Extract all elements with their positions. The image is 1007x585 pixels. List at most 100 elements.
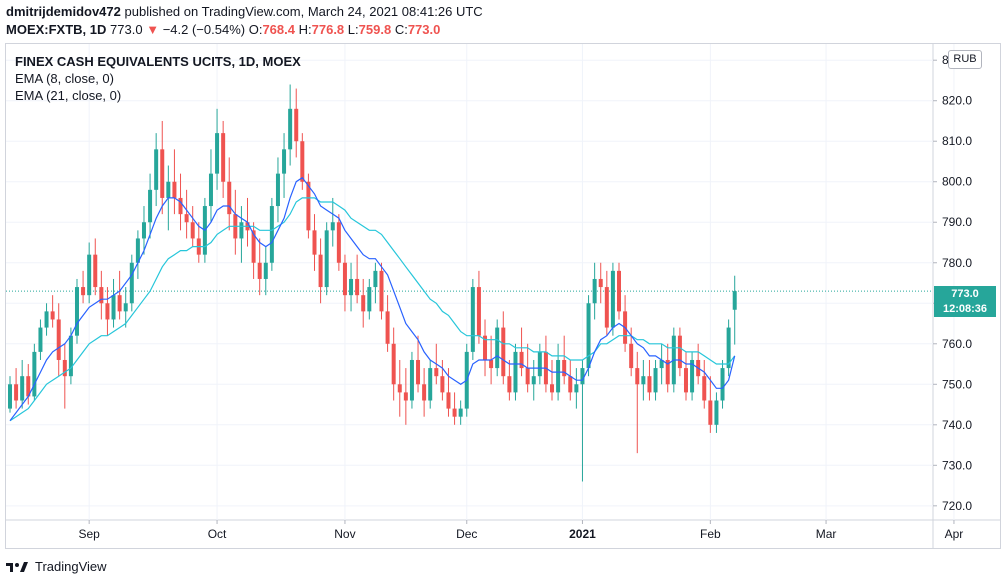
candle-body [172, 181, 177, 198]
candle-body [385, 311, 390, 344]
footer-brand[interactable]: TradingView [6, 559, 107, 574]
low-label: L: [347, 22, 359, 37]
candle-body [580, 368, 585, 385]
candle-body [105, 303, 110, 320]
candle-body [416, 359, 421, 385]
candle-body [373, 270, 378, 288]
candle-body [99, 287, 104, 304]
candle-body [586, 303, 591, 369]
ema-slow-line [9, 197, 736, 422]
candle-body [550, 384, 555, 393]
candle-body [312, 230, 317, 255]
candle-body [324, 230, 329, 288]
candle-body [629, 343, 634, 369]
candle-body [44, 311, 49, 328]
candle-body [519, 351, 524, 369]
candle-body [489, 359, 494, 369]
candle-body [525, 368, 530, 385]
candle-body [26, 376, 31, 397]
candle-body [160, 149, 165, 198]
brand-name: TradingView [35, 559, 107, 574]
candle-body [714, 400, 719, 425]
candle-body [208, 173, 213, 207]
candle-body [154, 149, 159, 190]
symbol-label: MOEX:FXTB, 1D [6, 22, 107, 37]
candle-body [391, 343, 396, 385]
candle-body [476, 287, 481, 336]
candle-body [184, 214, 189, 223]
candle-body [702, 376, 707, 401]
last-price: 773.0 [110, 22, 143, 37]
candle-body [269, 206, 274, 263]
price-tick-label: 720.0 [942, 499, 972, 513]
candle-body [708, 400, 713, 425]
price-tick-label: 750.0 [942, 377, 972, 391]
ohlc-line: MOEX:FXTB, 1D 773.0 ▼ −4.2 (−0.54%) O:76… [6, 22, 440, 37]
candle-body [367, 287, 372, 312]
candle-body [93, 254, 98, 288]
legend-ema-slow[interactable]: EMA (21, close, 0) [15, 88, 122, 103]
candle-body [574, 384, 579, 393]
candle-body [275, 173, 280, 207]
low-value: 759.8 [358, 22, 392, 37]
candle-body [50, 311, 55, 320]
candle-body [8, 384, 12, 409]
candle-body [440, 376, 445, 393]
candle-body [190, 222, 195, 239]
candle-body [665, 359, 670, 385]
candle-body [215, 133, 220, 174]
time-tick-label: Mar [816, 527, 837, 541]
candle-body [141, 222, 146, 239]
candle-body [288, 108, 293, 150]
candle-body [74, 287, 79, 336]
candle-body [349, 278, 354, 296]
candle-body [732, 291, 737, 310]
ema-fast-line [9, 176, 736, 422]
chart-frame[interactable] [5, 43, 1001, 549]
price-tick-label: 760.0 [942, 337, 972, 351]
candle-body [537, 351, 542, 377]
candle-body [598, 278, 603, 288]
candle-body [635, 368, 640, 385]
candle-body [653, 368, 658, 393]
chart-legend: FINEX CASH EQUIVALENTS UCITS, 1D, MOEX E… [15, 53, 301, 104]
price-tick-label: 810.0 [942, 134, 972, 148]
candle-body [257, 262, 262, 279]
candle-body [117, 295, 122, 312]
time-tick-label: Dec [456, 527, 477, 541]
currency-badge[interactable]: RUB [948, 50, 982, 69]
time-tick-label: Apr [945, 527, 964, 541]
high-label: H: [298, 22, 312, 37]
candle-body [677, 335, 682, 369]
candle-body [641, 376, 646, 385]
price-tick-label: 780.0 [942, 256, 972, 270]
candle-body [306, 181, 311, 231]
candle-body [148, 189, 153, 223]
candle-body [81, 287, 86, 296]
time-tick-label: Nov [334, 527, 355, 541]
candle-body [446, 392, 451, 409]
price-tick-label: 740.0 [942, 418, 972, 432]
candle-body [617, 270, 621, 312]
candle-body [68, 335, 73, 377]
candle-body [300, 141, 305, 182]
candle-body [507, 376, 512, 393]
candle-body [38, 327, 43, 352]
time-tick-label: 2021 [569, 527, 596, 541]
candle-body [361, 295, 366, 312]
legend-ema-fast[interactable]: EMA (8, close, 0) [15, 71, 114, 86]
candle-body [32, 351, 37, 397]
author-name: dmitrijdemidov472 [6, 4, 121, 19]
price-tag-countdown: 12:08:36 [942, 303, 988, 315]
candle-body [178, 197, 183, 215]
candle-body [227, 181, 232, 215]
candle-body [452, 408, 457, 417]
candle-body [135, 238, 140, 263]
candle-body [531, 376, 536, 385]
change-value: −4.2 (−0.54%) [162, 22, 246, 37]
candle-body [355, 278, 360, 296]
candle-body [14, 384, 19, 401]
high-value: 776.8 [311, 22, 345, 37]
candle-body [129, 262, 134, 304]
